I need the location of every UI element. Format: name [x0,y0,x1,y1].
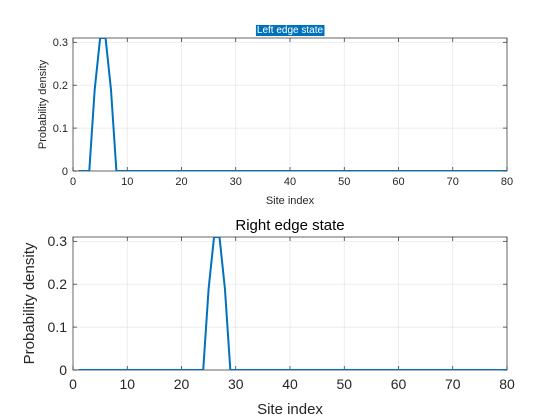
y-tick-label: 0.3 [48,233,68,249]
x-tick-label: 70 [447,176,459,188]
axes-left-edge-state: 0 10 20 30 40 50 60 70 80 0 0.1 0.2 0.3 Left edge st… [37,25,513,207]
x-tick-label: 30 [228,376,244,392]
x-tick-label: 20 [175,176,187,188]
x-axis-label: Site index [266,195,315,207]
y-tick-label: 0 [62,166,68,178]
x-tick-label: 40 [284,176,296,188]
y-axis-label: Probability density [21,242,38,364]
x-tick-label: 10 [121,176,133,188]
y-axis-label: Probability density [37,59,49,149]
x-tick-label: 70 [445,376,461,392]
x-tick-label: 40 [282,376,298,392]
x-tick-label: 80 [499,376,515,392]
x-axis-label: Site index [257,401,323,418]
x-tick-label: 60 [391,376,407,392]
y-tick-label: 0 [59,362,67,378]
x-tick-label: 10 [119,376,135,392]
chart-title: Right edge state [235,217,344,234]
y-tick-label: 0.2 [53,80,68,92]
grid [73,38,507,171]
x-tick-label: 80 [501,176,513,188]
chart-title: Left edge state [257,25,324,36]
x-tick-label: 20 [174,376,190,392]
x-tick-label: 50 [338,176,350,188]
x-tick-label: 30 [230,176,242,188]
y-tick-label: 0.3 [53,37,68,49]
ticks: 0 10 20 30 40 50 60 70 80 0 0.1 0.2 0.3 [48,233,515,392]
x-tick-label: 50 [336,376,352,392]
x-tick-label: 60 [392,176,404,188]
axes-right-edge-state: 0 10 20 30 40 50 60 70 80 0 0.1 0.2 0.3 Right edge s… [21,217,515,418]
y-tick-label: 0.1 [53,123,68,135]
title-highlight [255,25,325,36]
x-tick-label: 0 [69,376,77,392]
x-tick-label: 0 [70,176,76,188]
ticks: 0 10 20 30 40 50 60 70 80 0 0.1 0.2 0.3 [53,37,513,188]
y-tick-label: 0.1 [48,319,68,335]
y-tick-label: 0.2 [48,276,68,292]
grid [73,237,507,370]
